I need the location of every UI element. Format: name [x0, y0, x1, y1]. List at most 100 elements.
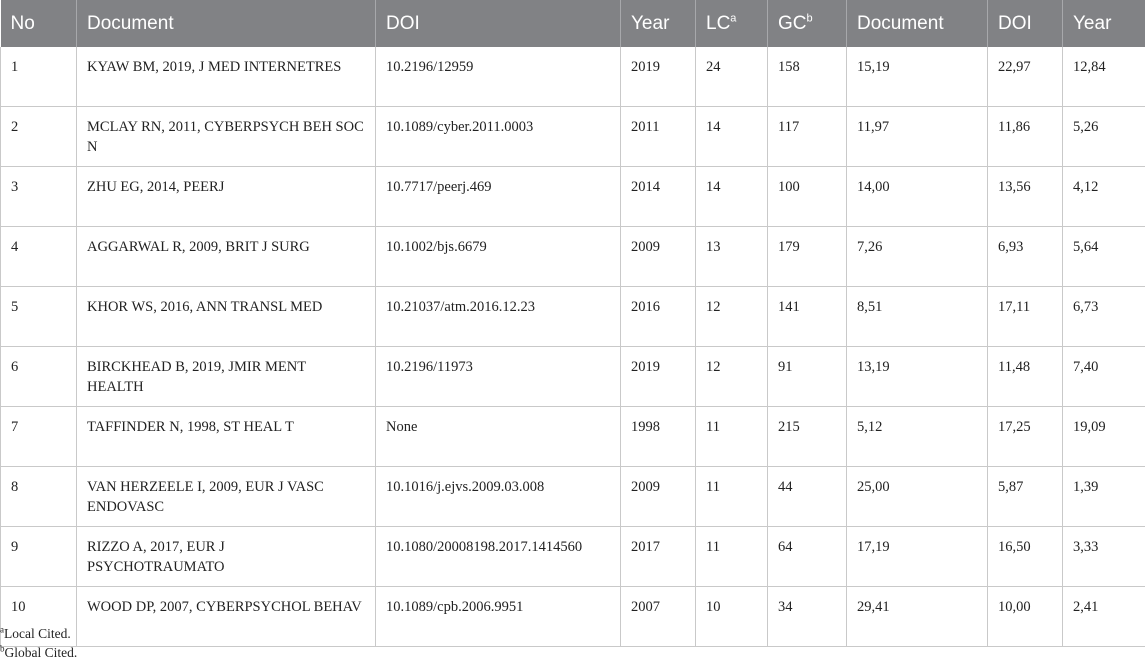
- cell-lc: 10: [696, 587, 768, 647]
- cell-doi-ratio: 11,86: [988, 107, 1063, 167]
- cell-gc: 34: [768, 587, 847, 647]
- cell-document: MCLAY RN, 2011, CYBERPSYCH BEH SOC N: [77, 107, 376, 167]
- cell-no: 6: [1, 347, 77, 407]
- cell-doi: 10.1089/cyber.2011.0003: [376, 107, 621, 167]
- column-header-label: Document: [87, 13, 174, 34]
- cell-lc: 24: [696, 47, 768, 107]
- cell-no: 8: [1, 467, 77, 527]
- cell-year: 2019: [621, 347, 696, 407]
- cell-doi-ratio: 17,25: [988, 407, 1063, 467]
- cell-doi: 10.2196/12959: [376, 47, 621, 107]
- footnote: aLocal Cited.: [0, 624, 77, 643]
- cell-lc: 11: [696, 527, 768, 587]
- cell-lc: 14: [696, 167, 768, 227]
- cell-doi: 10.7717/peerj.469: [376, 167, 621, 227]
- column-header-label: Document: [857, 13, 944, 34]
- cell-doi-ratio: 6,93: [988, 227, 1063, 287]
- cell-no: 3: [1, 167, 77, 227]
- column-header: LCa: [696, 0, 768, 47]
- cell-year: 2009: [621, 227, 696, 287]
- cell-doi-ratio: 16,50: [988, 527, 1063, 587]
- cell-document: WOOD DP, 2007, CYBERPSYCHOL BEHAV: [77, 587, 376, 647]
- cell-document-ratio: 29,41: [847, 587, 988, 647]
- cell-document-ratio: 8,51: [847, 287, 988, 347]
- cell-year-ratio: 5,64: [1063, 227, 1145, 287]
- cell-gc: 141: [768, 287, 847, 347]
- column-header-label: DOI: [386, 13, 420, 34]
- cell-doi: None: [376, 407, 621, 467]
- cell-lc: 11: [696, 407, 768, 467]
- cell-document: KHOR WS, 2016, ANN TRANSL MED: [77, 287, 376, 347]
- cell-lc: 11: [696, 467, 768, 527]
- cell-doi: 10.1002/bjs.6679: [376, 227, 621, 287]
- cell-year-ratio: 3,33: [1063, 527, 1145, 587]
- cell-gc: 158: [768, 47, 847, 107]
- cell-doi-ratio: 17,11: [988, 287, 1063, 347]
- cell-document-ratio: 15,19: [847, 47, 988, 107]
- cell-no: 9: [1, 527, 77, 587]
- cell-document-ratio: 13,19: [847, 347, 988, 407]
- cell-document-ratio: 25,00: [847, 467, 988, 527]
- footnote: bGlobal Cited.: [0, 643, 77, 662]
- cell-document-ratio: 14,00: [847, 167, 988, 227]
- cell-no: 2: [1, 107, 77, 167]
- cell-gc: 100: [768, 167, 847, 227]
- cell-document: KYAW BM, 2019, J MED INTERNETRES: [77, 47, 376, 107]
- footnotes: aLocal Cited.bGlobal Cited.: [0, 624, 77, 662]
- cell-year-ratio: 1,39: [1063, 467, 1145, 527]
- cell-year: 2019: [621, 47, 696, 107]
- cell-lc: 12: [696, 347, 768, 407]
- cell-lc: 13: [696, 227, 768, 287]
- cell-doi-ratio: 11,48: [988, 347, 1063, 407]
- column-header: Document: [77, 0, 376, 47]
- cell-gc: 44: [768, 467, 847, 527]
- cell-document: RIZZO A, 2017, EUR J PSYCHOTRAUMATO: [77, 527, 376, 587]
- cell-year: 2017: [621, 527, 696, 587]
- cell-document: BIRCKHEAD B, 2019, JMIR MENT HEALTH: [77, 347, 376, 407]
- column-header: Year: [621, 0, 696, 47]
- cell-document: AGGARWAL R, 2009, BRIT J SURG: [77, 227, 376, 287]
- cell-doi: 10.2196/11973: [376, 347, 621, 407]
- column-header-label: Year: [1073, 13, 1111, 34]
- cell-year: 2011: [621, 107, 696, 167]
- column-header: GCb: [768, 0, 847, 47]
- cell-no: 1: [1, 47, 77, 107]
- cell-gc: 91: [768, 347, 847, 407]
- cell-year-ratio: 4,12: [1063, 167, 1145, 227]
- column-header: DOI: [376, 0, 621, 47]
- cell-doi: 10.1080/20008198.2017.1414560: [376, 527, 621, 587]
- cell-year: 2007: [621, 587, 696, 647]
- footnote-text: Global Cited.: [5, 645, 78, 660]
- column-header-label: Year: [631, 13, 669, 34]
- cell-year-ratio: 7,40: [1063, 347, 1145, 407]
- cell-document-ratio: 11,97: [847, 107, 988, 167]
- cell-year: 2014: [621, 167, 696, 227]
- cell-year-ratio: 5,26: [1063, 107, 1145, 167]
- cell-doi-ratio: 5,87: [988, 467, 1063, 527]
- column-header-label: GC: [778, 13, 807, 34]
- cell-gc: 117: [768, 107, 847, 167]
- column-header: No: [1, 0, 77, 47]
- cell-year-ratio: 6,73: [1063, 287, 1145, 347]
- column-header: DOI: [988, 0, 1063, 47]
- cell-year-ratio: 19,09: [1063, 407, 1145, 467]
- cell-year: 1998: [621, 407, 696, 467]
- cell-gc: 64: [768, 527, 847, 587]
- cell-no: 4: [1, 227, 77, 287]
- cell-gc: 179: [768, 227, 847, 287]
- cell-document-ratio: 7,26: [847, 227, 988, 287]
- column-header: Year: [1063, 0, 1145, 47]
- column-header-label: DOI: [998, 13, 1032, 34]
- cell-no: 5: [1, 287, 77, 347]
- column-header-label: LC: [706, 13, 730, 34]
